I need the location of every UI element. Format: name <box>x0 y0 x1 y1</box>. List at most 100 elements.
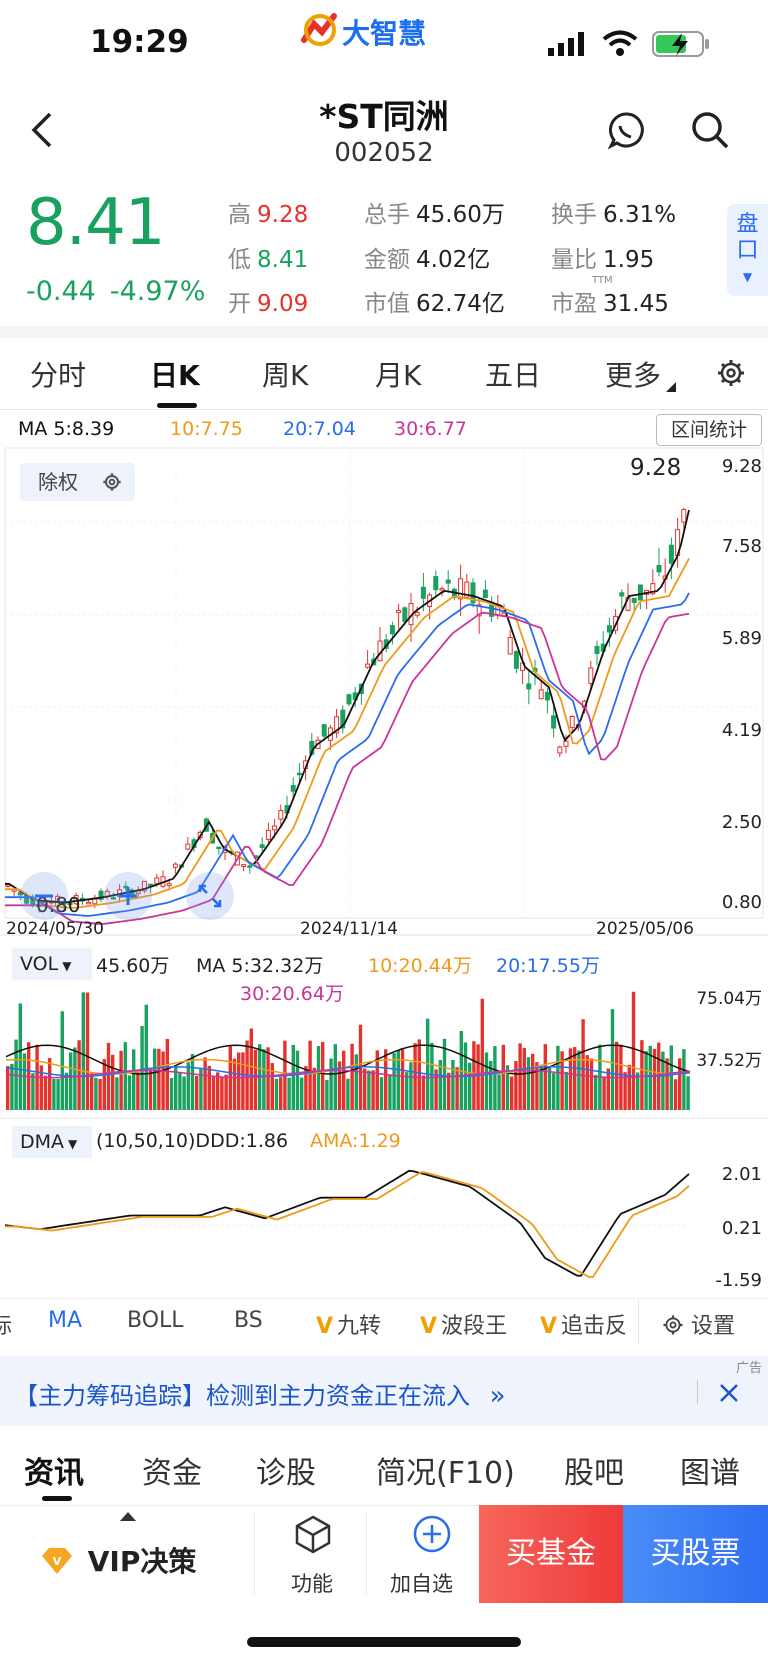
chart-settings-button[interactable] <box>716 358 746 392</box>
volume-bar <box>337 1061 342 1110</box>
vol-tick: 75.04万 <box>696 989 762 1009</box>
vip-decision-button[interactable]: V VIP决策 <box>40 1540 196 1580</box>
candle-body <box>321 724 327 737</box>
indicator-boduan[interactable]: V 波段王 <box>420 1308 507 1340</box>
volume-bar <box>573 1047 577 1110</box>
back-button[interactable] <box>30 110 62 150</box>
promo-banner[interactable] <box>0 1356 768 1426</box>
tab-graph[interactable]: 图谱 <box>680 1456 740 1491</box>
indicator-bs[interactable]: BS <box>234 1308 263 1333</box>
volume-bar <box>405 1072 409 1110</box>
volume-bar <box>186 1062 190 1110</box>
tab-intraday[interactable]: 分时 <box>30 359 87 392</box>
tab-f10[interactable]: 简况(F10) <box>376 1456 515 1491</box>
indicator-partial[interactable]: 标 <box>0 1314 13 1339</box>
volume-bar <box>514 1061 518 1110</box>
order-book-button[interactable]: 盘口 ▼ <box>727 204 768 296</box>
volume-bar <box>98 1078 102 1110</box>
footer-separator <box>254 1512 255 1596</box>
volume-bar <box>648 1045 652 1110</box>
range-stats-button[interactable]: 区间统计 <box>656 414 762 446</box>
tab-weekly-k[interactable]: 周K <box>262 359 309 392</box>
vol-indicator-select[interactable]: VOL ▼ <box>12 948 92 980</box>
volume-bar <box>384 1049 388 1110</box>
volume-bar <box>400 1048 405 1110</box>
candle-body <box>563 740 569 747</box>
candle-body <box>606 625 612 633</box>
indicator-boll[interactable]: BOLL <box>127 1308 184 1333</box>
caret-down-icon: ▼ <box>68 1137 78 1151</box>
dma-ama: AMA:1.29 <box>310 1130 401 1152</box>
volume-bar <box>434 1069 438 1110</box>
volume-bar <box>392 1053 396 1110</box>
buy-fund-button[interactable]: 买基金 <box>479 1505 623 1603</box>
search-button[interactable] <box>690 110 730 150</box>
buy-stock-button[interactable]: 买股票 <box>623 1505 768 1603</box>
tab-diagnose[interactable]: 诊股 <box>256 1456 316 1491</box>
tab-more[interactable]: 更多 <box>605 359 662 392</box>
candle-body <box>414 611 420 616</box>
adjust-label: 除权 <box>38 470 78 494</box>
function-button[interactable] <box>282 1514 344 1598</box>
fullscreen-button[interactable] <box>186 872 234 920</box>
vip-v-icon: V <box>420 1314 438 1339</box>
dma-tick: 0.21 <box>721 1218 762 1239</box>
tab-monthly-k[interactable]: 月K <box>375 359 422 392</box>
tab-five-day[interactable]: 五日 <box>485 359 542 392</box>
zoom-out-button[interactable] <box>20 872 68 920</box>
volume-bar <box>127 1075 132 1110</box>
adjust-button[interactable]: 除权 <box>20 463 135 501</box>
indicator-settings-button[interactable]: 设置 <box>662 1308 735 1340</box>
volume-bar <box>144 1004 148 1110</box>
market-cap-value: 62.74亿 <box>416 291 505 317</box>
vip-v-icon: V <box>540 1314 558 1339</box>
volume-bar <box>556 1045 560 1110</box>
tab-forum[interactable]: 股吧 <box>564 1456 624 1491</box>
banner-close-button[interactable] <box>718 1374 740 1412</box>
volume-bar <box>157 1048 161 1110</box>
gear-icon <box>718 360 744 386</box>
candle-body <box>216 846 222 850</box>
amount-label: 金额 <box>364 247 410 273</box>
volume-bar <box>90 1073 94 1110</box>
tab-funds[interactable]: 资金 <box>142 1456 202 1491</box>
volume-bar <box>589 1058 594 1110</box>
volume-bar <box>161 1051 165 1110</box>
volume-bar <box>6 1066 10 1110</box>
chat-button[interactable] <box>607 110 647 150</box>
dma-indicator-select[interactable]: DMA ▼ <box>12 1126 92 1158</box>
vol-ma30-line <box>5 1069 691 1079</box>
volume-bar <box>354 1054 358 1110</box>
indicator-zhuiji[interactable]: V 追击反 <box>540 1308 627 1340</box>
candle-body <box>389 625 395 635</box>
add-watchlist-button[interactable] <box>392 1514 472 1598</box>
tab-news[interactable]: 资讯 <box>24 1456 84 1491</box>
volume-bar <box>531 1053 535 1110</box>
banner-text[interactable]: 【主力筹码追踪】检测到主力资金正在流入 » <box>14 1376 506 1411</box>
candle-body <box>290 785 296 792</box>
candle-body <box>433 576 439 591</box>
volume-bar <box>501 1044 505 1110</box>
tab-daily-k[interactable]: 日K <box>150 359 200 392</box>
candle-body <box>241 864 247 867</box>
volume-bar <box>10 1063 14 1110</box>
zoom-in-button[interactable] <box>104 872 152 920</box>
plus-icon <box>119 887 137 905</box>
volume-bar <box>69 1052 73 1110</box>
dma-indicator-name: DMA <box>20 1131 65 1153</box>
indicator-jiuzhuan[interactable]: V 九转 <box>316 1308 381 1340</box>
candle-body <box>259 844 265 849</box>
stock-code: 002052 <box>334 138 434 168</box>
quote-open: 开 9.09 <box>228 284 308 318</box>
volume-bar <box>274 1078 279 1110</box>
indicator-ma[interactable]: MA <box>48 1308 83 1333</box>
volume-bar <box>220 1077 224 1110</box>
volume-ratio-value: 1.95 <box>603 247 655 273</box>
volume-bar <box>686 1076 690 1110</box>
candle-body <box>681 509 687 523</box>
stock-name: *ST同洲 <box>319 97 449 136</box>
last-price: 8.41 <box>26 186 165 260</box>
volume-bar <box>241 1052 245 1110</box>
quote-pe: 市盈 31.45 <box>551 284 669 318</box>
volume-bar <box>451 1059 455 1110</box>
